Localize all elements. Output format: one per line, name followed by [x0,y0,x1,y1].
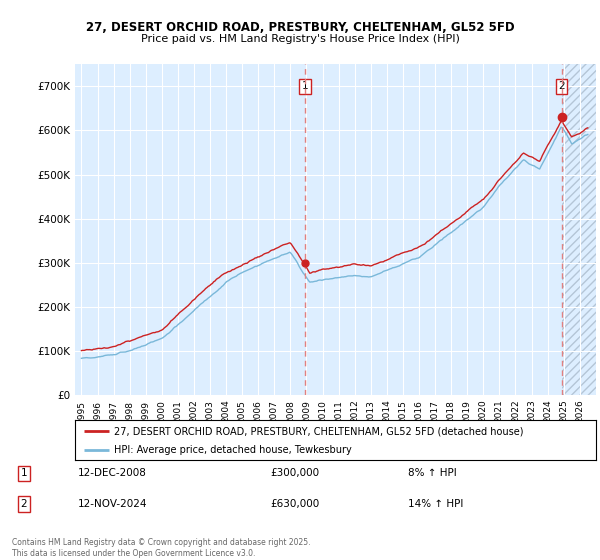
Text: 2: 2 [20,499,28,509]
Text: £630,000: £630,000 [270,499,319,509]
Text: 2: 2 [558,81,565,91]
Text: 12-DEC-2008: 12-DEC-2008 [78,468,147,478]
Text: 14% ↑ HPI: 14% ↑ HPI [408,499,463,509]
Text: 27, DESERT ORCHID ROAD, PRESTBURY, CHELTENHAM, GL52 5FD (detached house): 27, DESERT ORCHID ROAD, PRESTBURY, CHELT… [114,426,524,436]
Text: Contains HM Land Registry data © Crown copyright and database right 2025.
This d: Contains HM Land Registry data © Crown c… [12,538,311,558]
Text: 12-NOV-2024: 12-NOV-2024 [78,499,148,509]
Text: 8% ↑ HPI: 8% ↑ HPI [408,468,457,478]
Bar [562,64,596,395]
Text: 1: 1 [302,81,308,91]
Polygon shape [562,64,596,395]
Text: 27, DESERT ORCHID ROAD, PRESTBURY, CHELTENHAM, GL52 5FD: 27, DESERT ORCHID ROAD, PRESTBURY, CHELT… [86,21,514,34]
Text: HPI: Average price, detached house, Tewkesbury: HPI: Average price, detached house, Tewk… [114,445,352,455]
Text: Price paid vs. HM Land Registry's House Price Index (HPI): Price paid vs. HM Land Registry's House … [140,34,460,44]
Text: 1: 1 [20,468,28,478]
Text: £300,000: £300,000 [270,468,319,478]
